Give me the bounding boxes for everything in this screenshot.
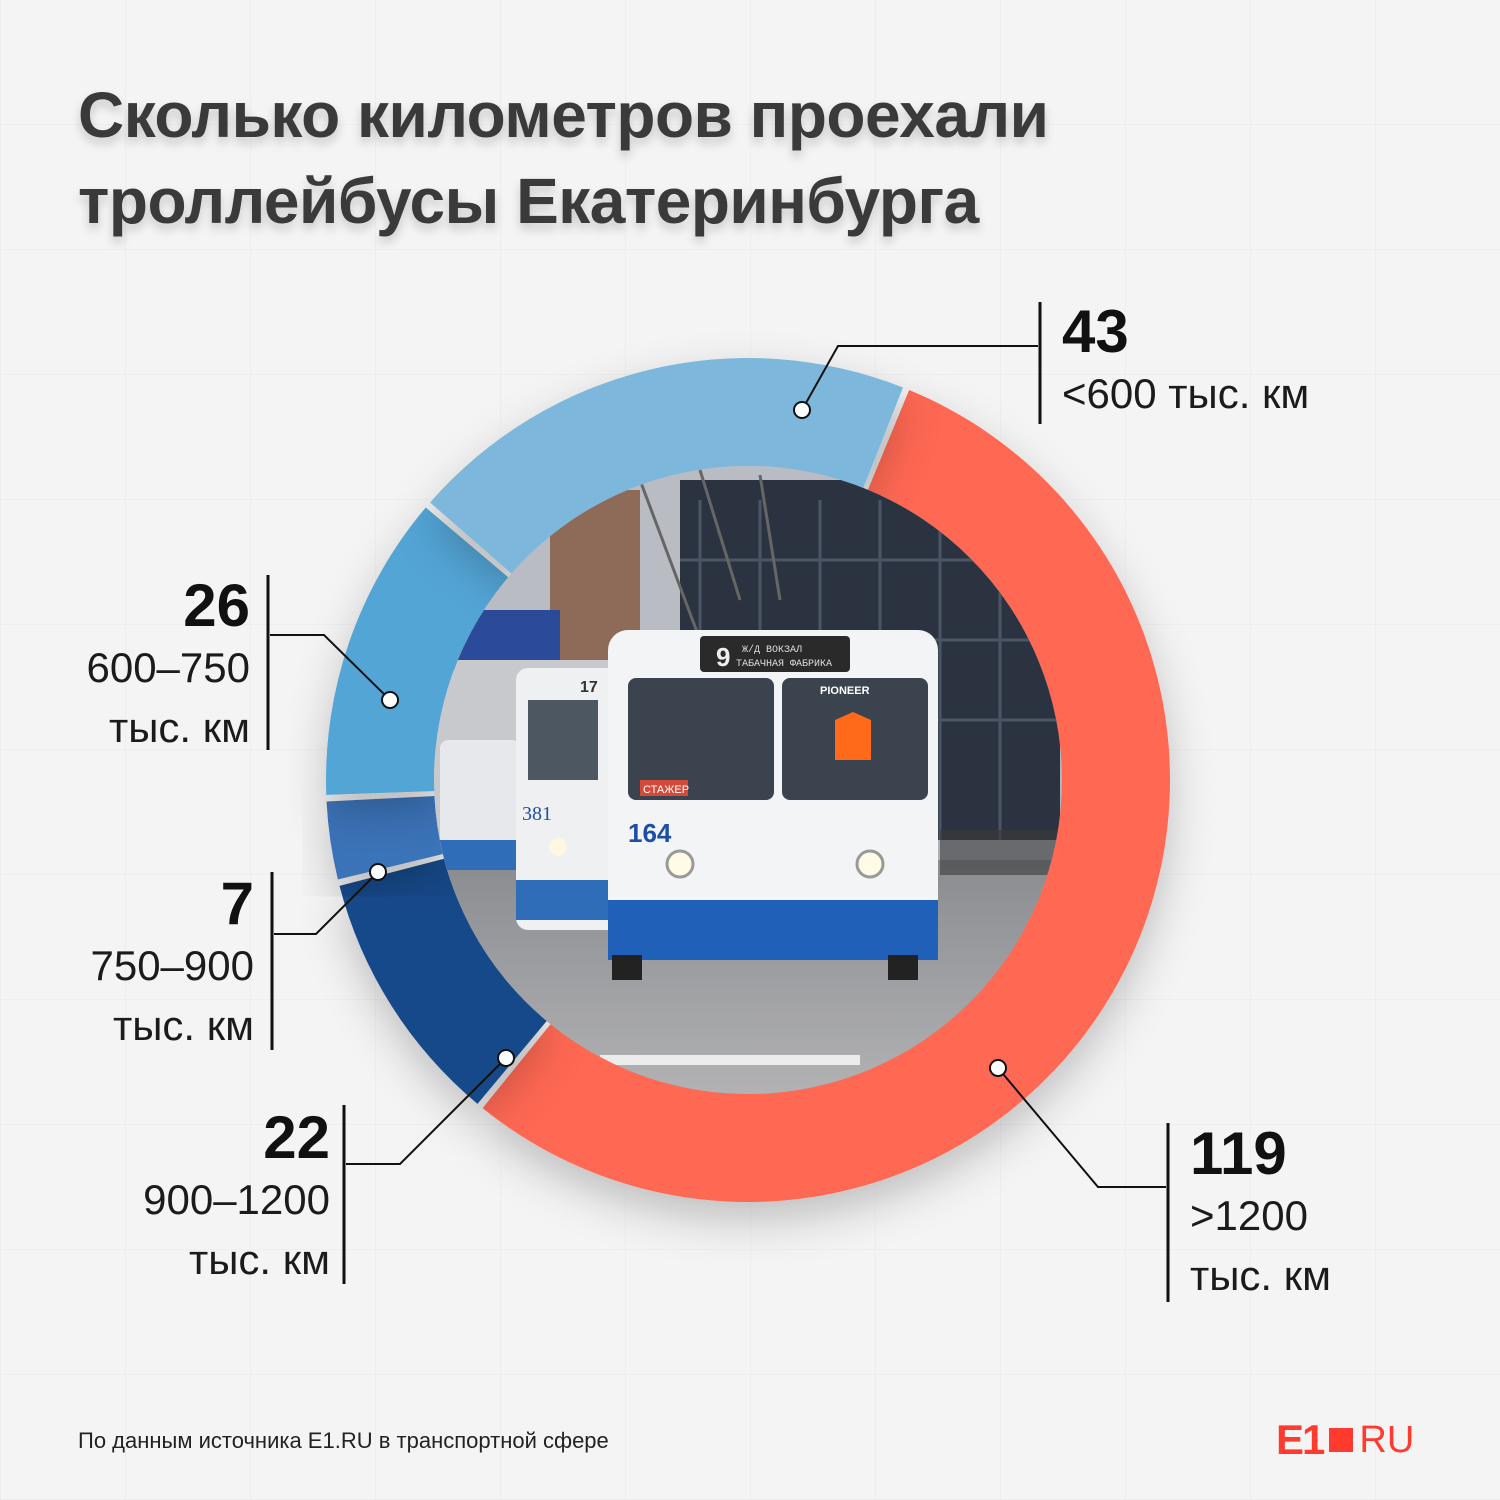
photo-fleet-a: 164 [628, 818, 672, 848]
leader-lines [266, 302, 1170, 1302]
unit-7: тыс. км [112, 1002, 254, 1049]
logo-square-icon [1329, 1428, 1354, 1452]
marker-dot-22 [497, 1049, 515, 1067]
leader-43 [801, 345, 1038, 411]
trolleybus-photo: 17 381 9 Ж/Д ВОКЗАЛ ТАБАЧНАЯ ФАБРИКА PIO… [434, 466, 1062, 1094]
marker-dot-43 [793, 401, 811, 419]
source-note: По данным источника E1.RU в транспортной… [78, 1428, 609, 1453]
title-line-2: троллейбусы Екатеринбурга [78, 165, 979, 237]
donut-segment-43 [430, 358, 904, 578]
range-22: 900–1200 [143, 1176, 330, 1223]
photo-destination-bottom: ТАБАЧНАЯ ФАБРИКА [736, 659, 832, 670]
value-43: 43 [1062, 298, 1129, 365]
donut-segment-7 [326, 795, 449, 880]
value-7: 7 [220, 870, 254, 937]
marker-dot-26 [381, 691, 399, 709]
e1-logo: E1 RU [1276, 1416, 1415, 1463]
photo-destination-top: Ж/Д ВОКЗАЛ [742, 644, 802, 656]
value-26: 26 [183, 572, 250, 639]
label-22: 22 900–1200 тыс. км [143, 1106, 330, 1290]
logo-e1: E1 [1276, 1416, 1325, 1463]
leader-22 [346, 1057, 507, 1165]
range-26: 600–750 [86, 644, 250, 691]
unit-26: тыс. км [108, 704, 250, 751]
leader-26 [270, 634, 391, 701]
label-7: 7 750–900 тыс. км [90, 872, 254, 1056]
page-title: Сколько километров проехали троллейбусы … [78, 72, 1049, 244]
marker-dot-7 [369, 863, 387, 881]
unit-22: тыс. км [188, 1236, 330, 1283]
range-7: 750–900 [90, 942, 254, 989]
photo-route: 9 [716, 642, 730, 672]
photo-route-b: 17 [580, 679, 598, 696]
photo-sign: СТАЖЕР [643, 784, 689, 796]
donut-segment-26 [326, 507, 513, 795]
segment-markers [369, 401, 1007, 1077]
range-43: <600 тыс. км [1062, 370, 1310, 417]
donut-segment-22 [339, 857, 551, 1104]
logo-ru: RU [1359, 1419, 1415, 1461]
marker-dot-119 [989, 1059, 1007, 1077]
leader-119 [997, 1067, 1166, 1188]
leader-7 [274, 871, 379, 935]
photo-brand: PIONEER [820, 685, 870, 697]
unit-119: тыс. км [1190, 1252, 1332, 1299]
photo-fleet-b: 381 [522, 803, 552, 825]
label-43: 43 <600 тыс. км [1062, 300, 1309, 424]
label-26: 26 600–750 тыс. км [86, 574, 250, 758]
value-119: 119 [1190, 1120, 1287, 1187]
label-119: 119 >1200 тыс. км [1190, 1122, 1331, 1306]
value-22: 22 [263, 1104, 330, 1171]
range-119: >1200 [1190, 1192, 1308, 1239]
title-line-1: Сколько километров проехали [78, 79, 1049, 151]
